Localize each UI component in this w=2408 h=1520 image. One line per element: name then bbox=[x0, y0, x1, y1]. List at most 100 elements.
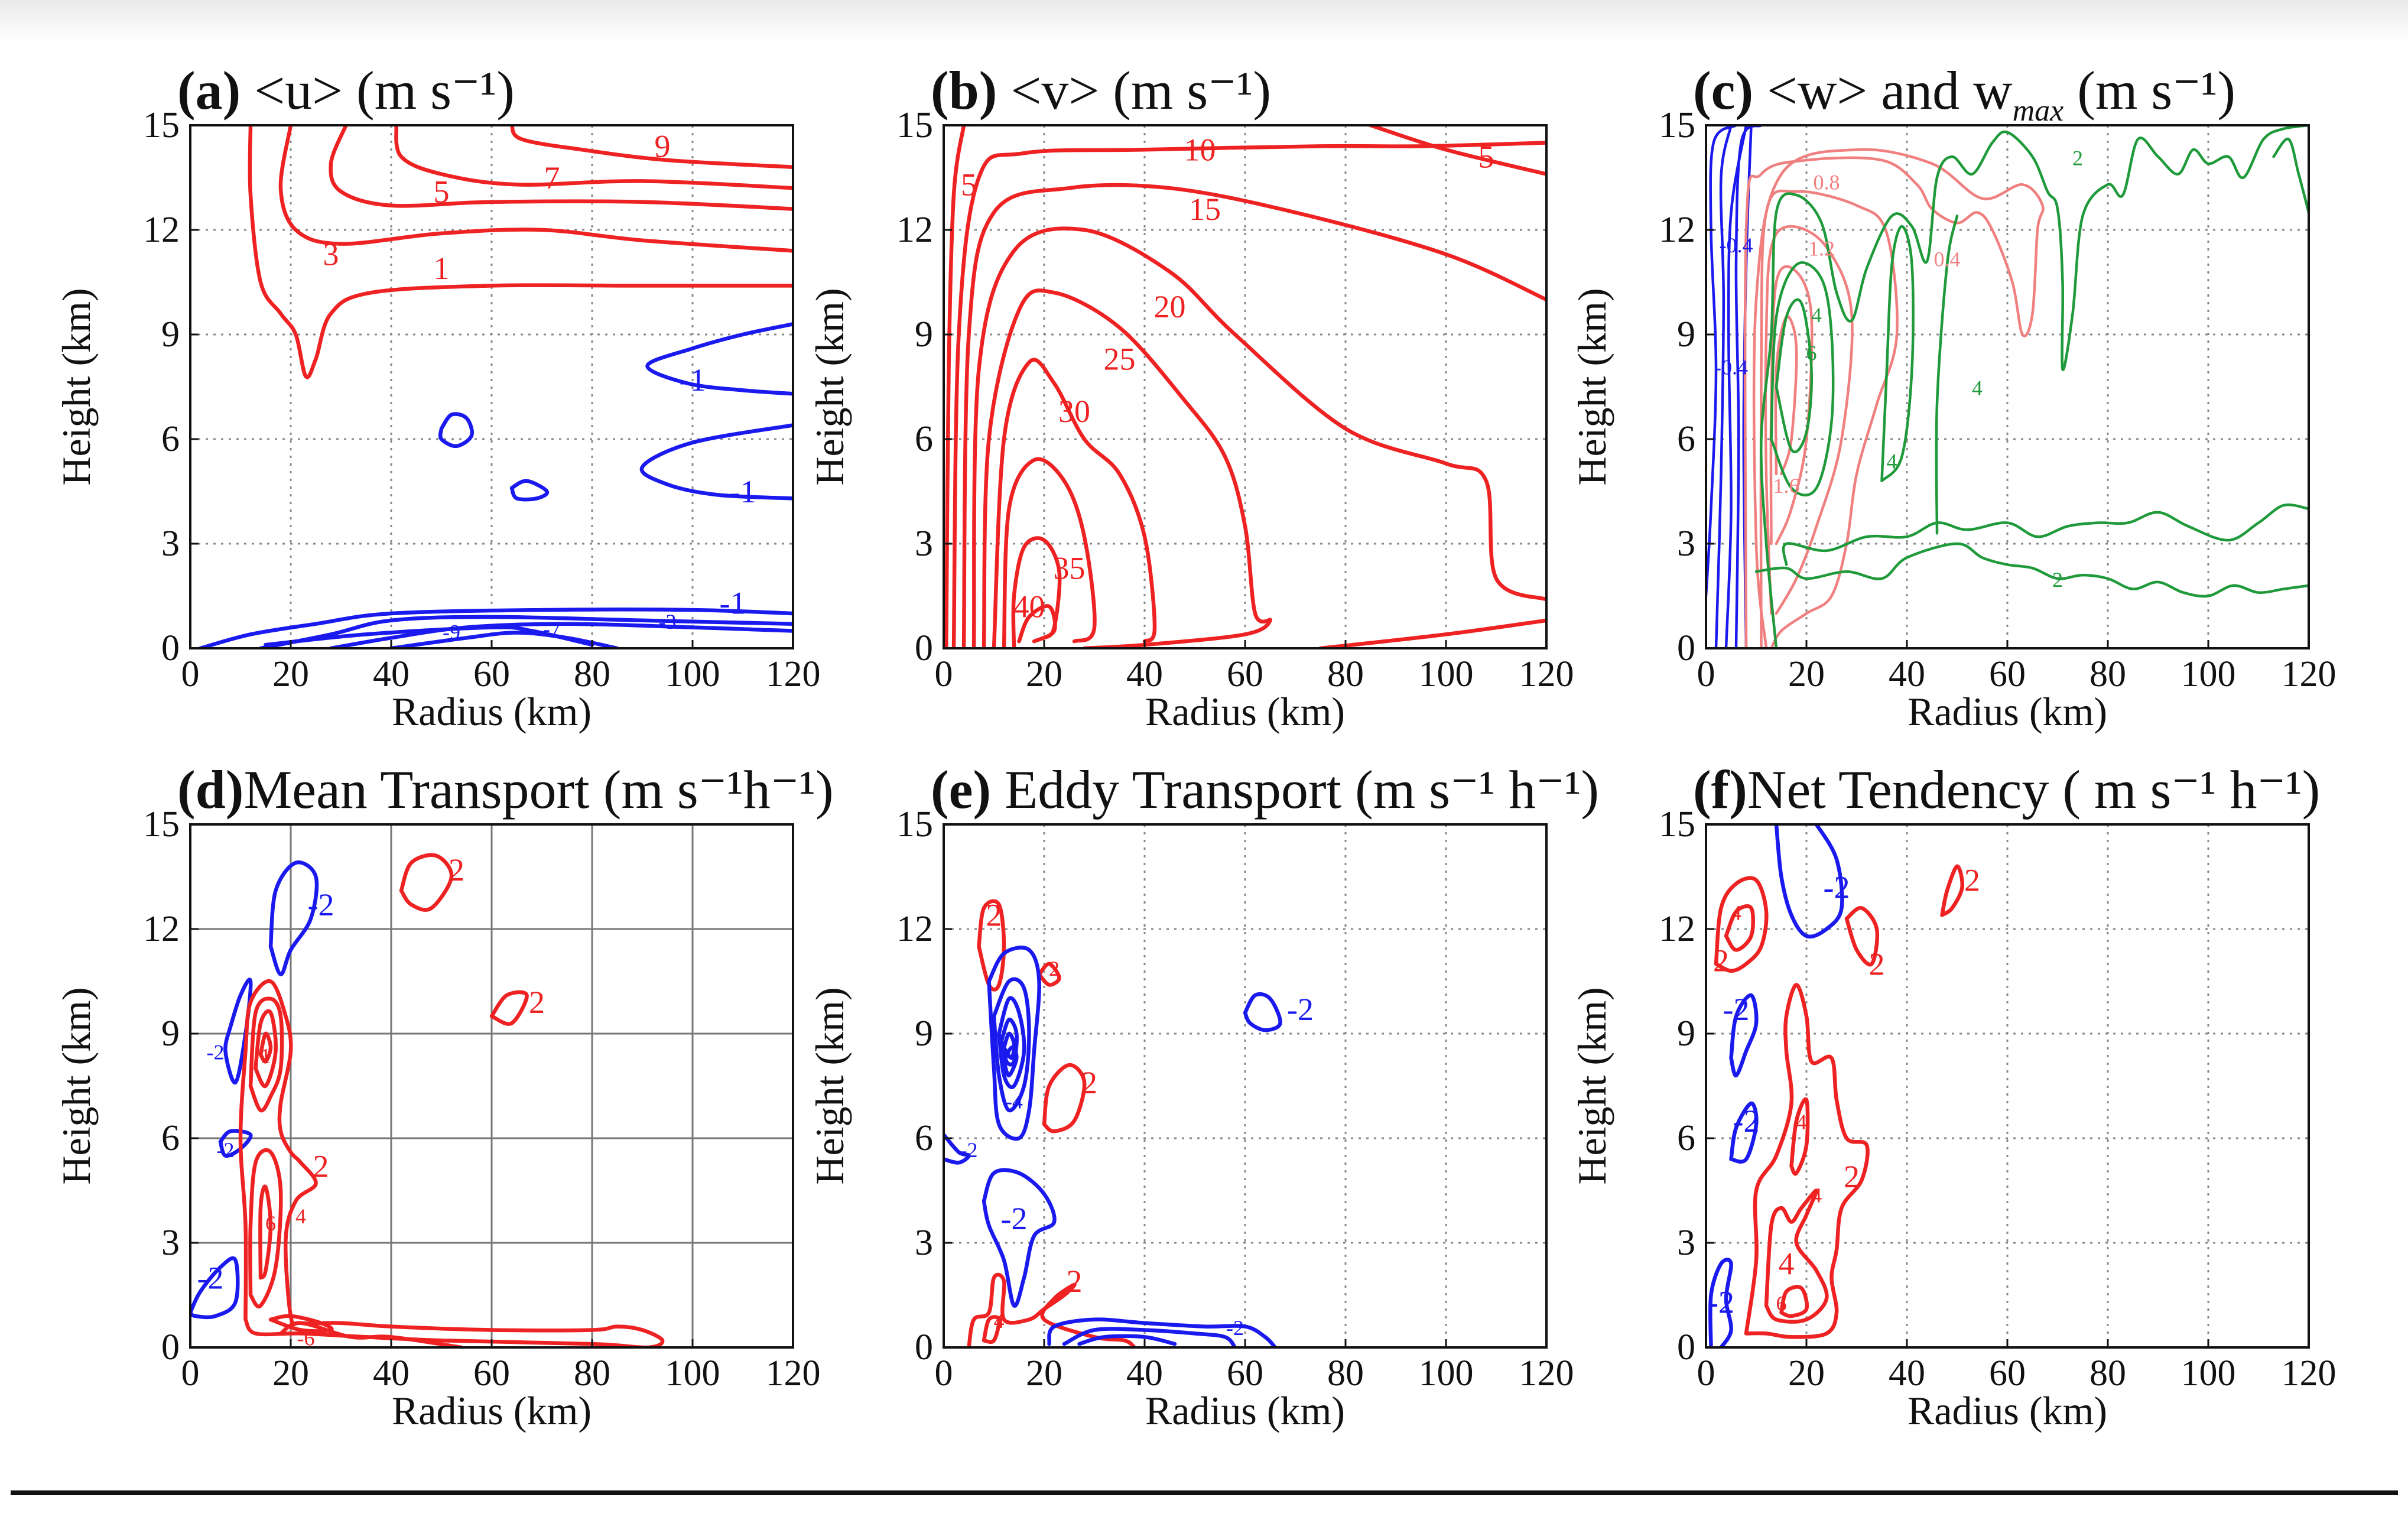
x-tick-label: 20 bbox=[272, 654, 309, 694]
contour-negative bbox=[944, 1132, 971, 1165]
y-tick-label: 3 bbox=[915, 524, 933, 564]
y-tick-label: 15 bbox=[143, 804, 180, 845]
y-tick-label: 3 bbox=[915, 1223, 933, 1263]
y-tick-label: 9 bbox=[161, 1014, 180, 1054]
x-axis-label: Radius (km) bbox=[1907, 689, 2107, 734]
x-tick-label: 40 bbox=[373, 1353, 410, 1394]
contour-label: 2 bbox=[1869, 946, 1885, 982]
contour-label: -2 bbox=[960, 1138, 978, 1162]
contour-green bbox=[1775, 298, 1813, 453]
contour-label: -2 bbox=[207, 1041, 225, 1064]
contour-green bbox=[1770, 261, 1835, 497]
contour-negative bbox=[982, 1168, 1057, 1308]
y-tick-label: 3 bbox=[161, 524, 180, 564]
contour-negative bbox=[992, 977, 1031, 1113]
contour-label: 5 bbox=[961, 167, 977, 203]
x-tick-label: 20 bbox=[1026, 654, 1062, 694]
y-tick-label: 9 bbox=[915, 1014, 933, 1054]
x-tick-label: 20 bbox=[272, 1353, 309, 1394]
y-tick-label: 12 bbox=[143, 210, 180, 250]
contour-negative bbox=[1708, 1258, 1733, 1347]
panel-tag: (f) bbox=[1693, 759, 1747, 820]
contour-negative bbox=[645, 322, 793, 396]
contour-positive bbox=[944, 125, 966, 648]
contour-positive bbox=[1844, 906, 1879, 967]
y-axis-label: Height (km) bbox=[807, 987, 852, 1184]
contour-positive bbox=[399, 853, 454, 912]
contour-positive bbox=[1764, 1188, 1829, 1324]
contour-positive bbox=[982, 1315, 1001, 1344]
y-tick-label: 6 bbox=[1677, 1118, 1695, 1158]
contour-negative bbox=[1706, 125, 1738, 597]
contour-label: 5 bbox=[434, 174, 450, 209]
x-tick-label: 100 bbox=[665, 654, 720, 694]
y-tick-label: 6 bbox=[161, 419, 180, 459]
x-tick-label: 120 bbox=[2282, 1353, 2336, 1394]
y-tick-label: 9 bbox=[915, 314, 933, 355]
y-tick-label: 6 bbox=[915, 419, 933, 459]
contour-negative bbox=[987, 946, 1041, 1141]
y-tick-label: 15 bbox=[896, 105, 933, 145]
contour-label: -1 bbox=[720, 586, 746, 621]
contour-label: -3 bbox=[659, 610, 677, 634]
contour-label: 2 bbox=[2072, 146, 2083, 170]
contour-label: 2 bbox=[1049, 957, 1060, 980]
contour-positive bbox=[1789, 1097, 1810, 1176]
contour-label: 1 bbox=[261, 1044, 271, 1068]
y-tick-label: 0 bbox=[1677, 628, 1695, 668]
contour-negative bbox=[1724, 125, 1748, 648]
contour-label: 40 bbox=[1013, 589, 1045, 624]
contour-label: 2 bbox=[986, 898, 1002, 933]
panel-title-text: <w> and w bbox=[1753, 60, 2013, 121]
contour-green bbox=[2272, 138, 2309, 214]
contour-positive bbox=[1940, 864, 1964, 917]
contour-label: 1 bbox=[434, 251, 450, 286]
contour-label: 9 bbox=[655, 129, 671, 164]
contour-positive bbox=[982, 288, 1272, 648]
contour-negative bbox=[264, 625, 594, 647]
contour-label: -2 bbox=[308, 887, 334, 923]
panel-b: 5 10 5 15 20 25 30 35 40 0 20 40 60 80 100 120 0 3 6 9 12 15 R… bbox=[807, 60, 1574, 734]
panel-title: (f)Net Tendency ( m s⁻¹ h⁻¹) bbox=[1693, 759, 2320, 820]
contour-positive bbox=[268, 1314, 334, 1333]
contour-negative bbox=[1002, 1045, 1019, 1078]
contour-negative bbox=[389, 631, 619, 648]
contour-negative bbox=[1729, 993, 1759, 1078]
contour-lines bbox=[190, 853, 665, 1347]
y-tick-label: 3 bbox=[161, 1223, 180, 1263]
contour-label: 4 bbox=[1779, 1246, 1795, 1282]
contour-label: 4 bbox=[1731, 901, 1741, 925]
contour-label: 4 bbox=[994, 1309, 1005, 1333]
contour-negative bbox=[1047, 1317, 1278, 1347]
contour-positive bbox=[992, 358, 1157, 648]
y-tick-label: 0 bbox=[161, 628, 180, 668]
panel-title: (c) <w> and wmax (m s⁻¹) bbox=[1693, 60, 2235, 128]
panel-title-text: Eddy Transport (m s⁻¹ h⁻¹) bbox=[991, 759, 1599, 820]
x-tick-label: 0 bbox=[181, 1353, 200, 1394]
contour-positive bbox=[1779, 1285, 1809, 1318]
contour-positive bbox=[509, 125, 793, 170]
contour-positive bbox=[238, 979, 665, 1347]
contour-label: -2 bbox=[1733, 1103, 1760, 1139]
contour-positive bbox=[961, 183, 1546, 648]
contour-positive bbox=[254, 1009, 278, 1089]
y-axis-label: Height (km) bbox=[54, 987, 99, 1184]
contour-label: 0.8 bbox=[1814, 171, 1840, 194]
y-axis-label: Height (km) bbox=[54, 288, 99, 485]
contour-lines bbox=[944, 125, 1546, 648]
contour-green bbox=[1782, 503, 2309, 566]
contour-positive bbox=[248, 996, 284, 1113]
contour-positive bbox=[258, 1184, 273, 1280]
contour-positive bbox=[971, 226, 1546, 648]
contour-negative bbox=[997, 996, 1026, 1089]
contour-label: 6 bbox=[1776, 1291, 1787, 1315]
bottom-border bbox=[11, 1490, 2398, 1495]
contour-label: 1.6 bbox=[1773, 474, 1800, 498]
panel-title-text: Mean Transport (m s⁻¹h⁻¹) bbox=[243, 759, 833, 820]
panel-tag: (e) bbox=[931, 759, 991, 820]
contour-label: -2 bbox=[1723, 992, 1750, 1027]
contour-positive bbox=[329, 125, 793, 211]
contour-label: 4 bbox=[1887, 450, 1897, 473]
